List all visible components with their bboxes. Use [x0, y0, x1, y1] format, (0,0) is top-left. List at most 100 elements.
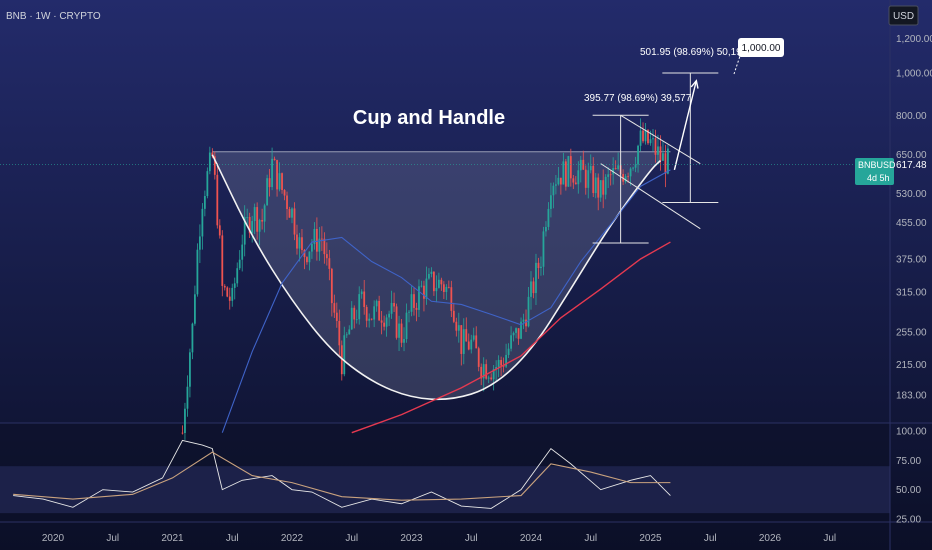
- target-callout-text: 1,000.00: [742, 43, 781, 54]
- candle-body: [582, 159, 585, 170]
- symbol-header[interactable]: BNB · 1W · CRYPTO: [6, 11, 101, 22]
- candle-body: [335, 312, 338, 321]
- candle-body: [644, 129, 647, 142]
- candle-body: [266, 178, 269, 206]
- projection-arrow-head: [690, 79, 699, 89]
- candle-body: [278, 173, 281, 190]
- candle-body: [525, 319, 527, 327]
- price-tick-label: 375.00: [896, 254, 927, 265]
- candle-body: [629, 168, 632, 177]
- candle-body: [400, 323, 403, 343]
- candle-body: [577, 170, 580, 185]
- rsi-tick-label: 50.00: [896, 485, 921, 496]
- candle-body: [405, 312, 408, 340]
- candle-body: [223, 285, 226, 288]
- candle-body: [283, 190, 286, 196]
- time-tick-label: 2022: [281, 533, 304, 544]
- measure-label-first: 395.77 (98.69%) 39,577: [584, 93, 692, 104]
- cup-curve: [211, 154, 662, 401]
- candle-body: [507, 348, 510, 355]
- candle-body: [569, 156, 572, 179]
- candle-body: [415, 307, 418, 310]
- candle-body: [482, 364, 485, 379]
- candle-body: [288, 209, 291, 218]
- candle-body: [602, 180, 605, 195]
- candle-body: [500, 359, 503, 366]
- measure-label-second: 501.95 (98.69%) 50,195: [640, 47, 748, 58]
- candle-body: [627, 176, 629, 178]
- candle-body: [485, 364, 488, 379]
- candle-body: [378, 300, 381, 321]
- candle-body: [537, 262, 540, 269]
- candle-body: [315, 228, 318, 252]
- candle-body: [306, 257, 308, 263]
- candle-body: [291, 208, 293, 218]
- time-tick-label: 2026: [759, 533, 782, 544]
- time-tick-label: Jul: [823, 533, 836, 544]
- candle-body: [258, 219, 261, 232]
- candle-body: [652, 138, 654, 140]
- candle-body: [301, 237, 303, 250]
- candle-body: [470, 339, 473, 350]
- candle-body: [634, 164, 637, 168]
- candle-body: [206, 171, 209, 197]
- candle-body: [572, 178, 575, 183]
- candle-body: [241, 244, 244, 260]
- candle-body: [370, 318, 373, 320]
- time-tick-label: Jul: [106, 533, 119, 544]
- candle-body: [607, 174, 610, 177]
- candle-body: [552, 185, 555, 196]
- candle-body: [340, 345, 343, 375]
- candle-body: [355, 319, 358, 321]
- candle-body: [303, 249, 306, 258]
- candle-body: [373, 306, 376, 320]
- candle-body: [398, 323, 400, 338]
- currency-button[interactable]: [888, 5, 919, 26]
- candle-body: [562, 161, 565, 185]
- candle-body: [659, 146, 662, 161]
- candle-body: [442, 284, 445, 292]
- candle-body: [487, 377, 490, 379]
- rsi-ma-line: [13, 451, 671, 501]
- candle-body: [348, 329, 351, 335]
- candle-body: [380, 320, 383, 323]
- candle-body: [649, 139, 652, 144]
- candle-body: [191, 323, 194, 353]
- candle-body: [338, 320, 341, 346]
- candle-body: [557, 177, 560, 185]
- candle-body: [502, 365, 505, 367]
- candle-body: [218, 225, 221, 236]
- candle-body: [308, 251, 311, 263]
- candle-body: [358, 294, 361, 320]
- candle-body: [637, 145, 639, 165]
- time-tick-label: 2025: [639, 533, 662, 544]
- candle-body: [385, 317, 388, 327]
- candle-body: [642, 130, 644, 142]
- candle-body: [390, 302, 393, 314]
- candle-body: [423, 285, 425, 299]
- rsi-line: [13, 439, 671, 509]
- annotation-layer: [0, 55, 890, 244]
- candle-body: [639, 130, 642, 146]
- candle-body: [662, 153, 664, 161]
- candle-body: [559, 177, 562, 185]
- candle-body: [186, 386, 189, 409]
- candle-body: [261, 219, 264, 222]
- candle-body: [589, 165, 592, 171]
- candle-body: [383, 322, 386, 327]
- time-tick-label: Jul: [584, 533, 597, 544]
- candle-body: [203, 196, 206, 209]
- candle-body: [216, 174, 219, 226]
- candle-body: [527, 296, 530, 327]
- candle-body: [550, 195, 552, 209]
- candle-body: [545, 226, 547, 232]
- candle-body: [311, 243, 313, 252]
- candle-body: [540, 266, 542, 269]
- last-price-symbol: BNBUSD: [858, 160, 896, 170]
- candle-body: [393, 302, 395, 307]
- price-tick-label: 530.00: [896, 189, 927, 200]
- candle-body: [228, 296, 231, 301]
- candle-body: [554, 184, 557, 186]
- candle-body: [208, 152, 211, 172]
